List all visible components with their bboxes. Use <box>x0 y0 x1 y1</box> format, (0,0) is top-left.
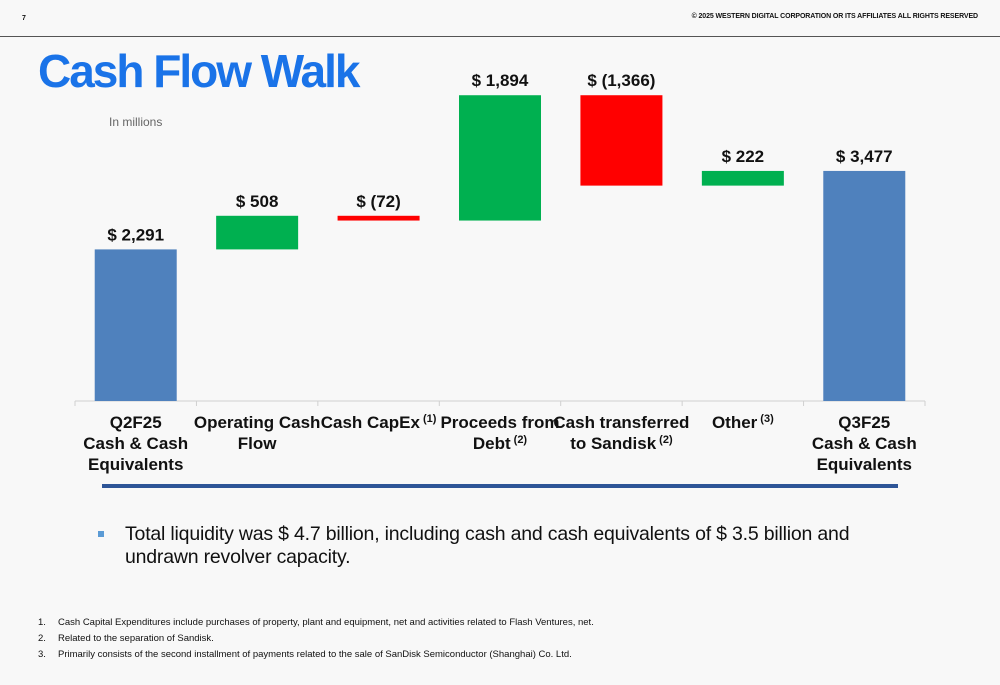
category-label: Other (3) <box>712 413 774 432</box>
bar-value-label: $ 508 <box>236 192 279 211</box>
copyright-notice: © 2025 WESTERN DIGITAL CORPORATION OR IT… <box>691 13 979 20</box>
bar-value-label: $ 1,894 <box>472 71 529 90</box>
waterfall-bar <box>823 170 906 401</box>
bullet-marker <box>98 531 104 537</box>
footnote-text: Related to the separation of Sandisk. <box>58 633 214 644</box>
footnote-marker: (1) <box>423 413 437 425</box>
category-label: Cash & Cash <box>812 434 917 453</box>
bar-value-label: $ 3,477 <box>836 147 893 166</box>
waterfall-bar <box>580 95 663 186</box>
footnote-marker: (2) <box>514 434 528 446</box>
liquidity-bullet: Total liquidity was $ 4.7 billion, inclu… <box>125 523 850 568</box>
bar-value-label: $ 2,291 <box>107 225 164 244</box>
category-label: Debt (2) <box>473 434 528 453</box>
footnote-item: 1. Cash Capital Expenditures include purc… <box>38 615 594 631</box>
category-label: Proceeds from <box>440 413 559 432</box>
bar-value-label: $ (1,366) <box>587 71 655 90</box>
footnote-item: 3. Primarily consists of the second insta… <box>38 647 594 663</box>
footnote-marker: (2) <box>659 434 673 446</box>
waterfall-chart: $ 2,291 Q2F25 Cash & Cash Equivalents $ 508 O… <box>74 71 926 488</box>
category-label: Cash CapEx (1) <box>321 413 437 432</box>
header-divider <box>0 36 1000 37</box>
category-label: Cash transferred <box>553 413 689 432</box>
footnote-marker: (3) <box>760 413 774 425</box>
footnote-text: Cash Capital Expenditures include purcha… <box>58 617 594 628</box>
category-label: Flow <box>238 434 277 453</box>
footnote-number: 1. <box>38 617 46 628</box>
units-label: In millions <box>109 115 163 129</box>
footnotes: 1. Cash Capital Expenditures include purc… <box>38 615 594 663</box>
waterfall-bar <box>216 215 299 250</box>
page-number: 7 <box>22 15 26 22</box>
waterfall-bar <box>701 170 784 186</box>
footnote-number: 3. <box>38 649 46 660</box>
category-label: Q2F25 <box>110 413 162 432</box>
category-label: Q3F25 <box>838 413 890 432</box>
waterfall-bar <box>337 215 420 221</box>
page-title: Cash Flow Walk <box>38 45 360 97</box>
category-label: Operating Cash <box>194 413 321 432</box>
footnote-text: Primarily consists of the second install… <box>58 649 572 660</box>
waterfall-bar <box>94 249 177 401</box>
category-label: Equivalents <box>817 455 912 474</box>
category-label: Cash & Cash <box>83 434 188 453</box>
category-label: to Sandisk (2) <box>570 434 673 453</box>
footnote-number: 2. <box>38 633 46 644</box>
category-label: Equivalents <box>88 455 183 474</box>
footnote-item: 2. Related to the separation of Sandisk. <box>38 631 594 647</box>
bar-value-label: $ (72) <box>356 192 400 211</box>
waterfall-bar <box>459 95 541 221</box>
bar-value-label: $ 222 <box>722 147 765 166</box>
